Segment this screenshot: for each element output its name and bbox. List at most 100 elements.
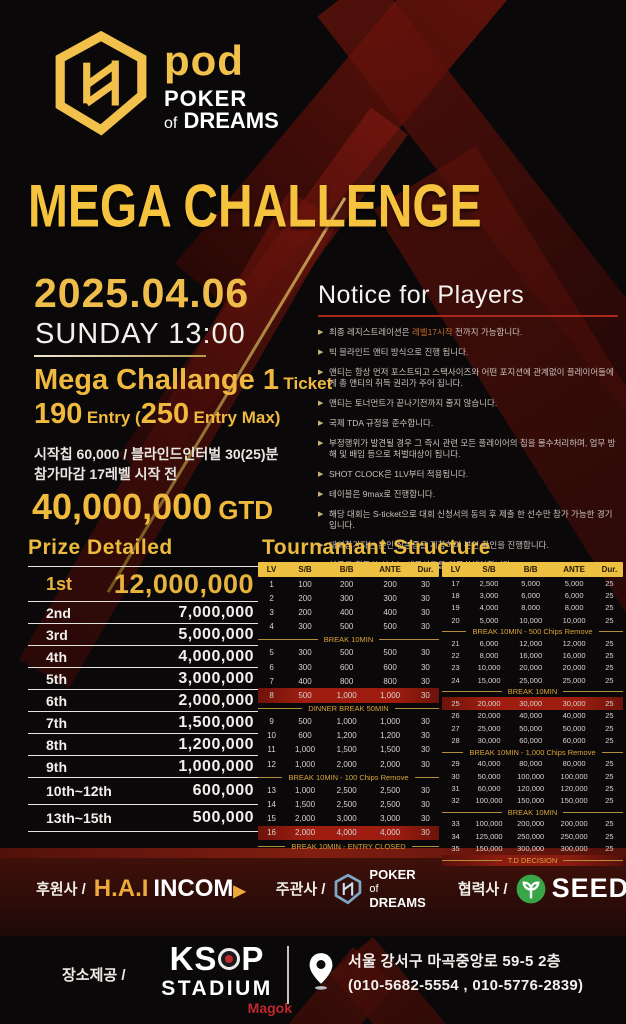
structure-cell: 22 xyxy=(451,651,460,661)
structure-level-row: 10 600 1,200 1,200 30 xyxy=(258,729,439,743)
structure-cell: 4,000 xyxy=(336,828,357,838)
structure-cell: 150,000 xyxy=(475,843,503,853)
structure-cell: 2,000 xyxy=(380,759,401,769)
prize-place: 3rd xyxy=(46,626,68,643)
prize-row: 9th 1,000,000 xyxy=(28,755,258,777)
structure-cell: 60,000 xyxy=(477,783,501,793)
structure-cell: 12 xyxy=(267,759,277,769)
structure-cell: 10,000 xyxy=(562,615,586,625)
page-title: MEGA CHALLENGE xyxy=(28,171,482,240)
structure-cell: 20 xyxy=(451,615,460,625)
prize-row: 6th 2,000,000 xyxy=(28,689,258,711)
partner-item: 협력사 / SEEDKET xyxy=(458,873,626,904)
structure-level-row: 9 500 1,000 1,000 30 xyxy=(258,715,439,729)
structure-cell: 30,000 xyxy=(562,699,586,709)
structure-cell: 50,000 xyxy=(562,723,586,733)
structure-cell: 2,500 xyxy=(336,785,357,795)
structure-header-cell: ANTE xyxy=(563,565,585,574)
notice-item: ▶ 부정행위가 발견될 경우 그 즉시 관련 모든 플레이어의 칩을 몰수처리하며… xyxy=(318,438,618,460)
address-line2: (010-5682-5554 , 010-5776-2839) xyxy=(348,977,584,994)
break-line xyxy=(258,639,318,641)
organizer-name: POKER of DREAMS xyxy=(369,867,426,910)
structure-cell: 3,000 xyxy=(336,814,357,824)
structure-cell: 4,000 xyxy=(479,603,499,613)
structure-level-row: 19 4,000 8,000 8,000 25 xyxy=(442,602,623,614)
structure-cell: 12,000 xyxy=(562,638,586,648)
structure-cell: 32 xyxy=(451,796,460,806)
structure-cell: 300,000 xyxy=(560,843,588,853)
structure-level-row: 1 100 200 200 30 xyxy=(258,577,439,591)
structure-level-row: 25 20,000 30,000 30,000 25 xyxy=(442,697,623,710)
prize-place: 6th xyxy=(46,692,67,709)
structure-break-row: DINNER BREAK 50MIN xyxy=(258,703,439,715)
structure-cell: 25 xyxy=(605,711,614,721)
entry-line: 190 Entry (250 Entry Max) xyxy=(34,398,281,430)
structure-cell: 33 xyxy=(451,819,460,829)
structure-cell: 200,000 xyxy=(517,819,545,829)
structure-cell: 500 xyxy=(339,622,354,632)
sponsor-row: 후원사 / H.A.I INCOM▶ 주관사 / POKER of DREAMS 협… xyxy=(0,868,626,909)
structure-level-row: 18 3,000 6,000 6,000 25 xyxy=(442,589,623,601)
event-day-time: SUNDAY 13:00 xyxy=(35,318,246,350)
structure-cell: 1,000 xyxy=(295,785,316,795)
notice-text: 국제 TDA 규정을 준수합니다. xyxy=(329,418,434,428)
prize-row: 8th 1,200,000 xyxy=(28,733,258,755)
structure-cell: 300 xyxy=(383,593,397,603)
structure-cell: 120,000 xyxy=(517,783,545,793)
structure-level-row: 20 5,000 10,000 10,000 25 xyxy=(442,614,623,626)
structure-cell: 1,200 xyxy=(336,731,357,741)
structure-cell: 500 xyxy=(339,648,354,658)
structure-cell: 23 xyxy=(451,663,460,673)
structure-cell: 25 xyxy=(605,638,614,648)
divider xyxy=(287,946,289,1004)
structure-cell: 6,000 xyxy=(479,638,499,648)
structure-level-row: 24 15,000 25,000 25,000 25 xyxy=(442,674,623,686)
structure-cell: 3 xyxy=(269,607,274,617)
structure-level-row: 23 10,000 20,000 20,000 25 xyxy=(442,662,623,674)
prize-row: 7th 1,500,000 xyxy=(28,711,258,733)
notice-text: 테이블은 9max로 진행합니다. xyxy=(329,489,436,499)
notice-item: ▶ 대회참가자는 본인 신분증을 지참하며 본인 확인을 진행합니다. xyxy=(318,540,618,551)
structure-cell: 300 xyxy=(298,662,312,672)
structure-cell: 100,000 xyxy=(517,771,545,781)
structure-cell: 120,000 xyxy=(560,783,588,793)
structure-cell: 31 xyxy=(451,783,460,793)
structure-level-row: 32 100,000 150,000 150,000 25 xyxy=(442,794,623,806)
structure-cell: 600 xyxy=(339,662,354,672)
brand-poker: POKER xyxy=(164,86,248,111)
structure-cell: 400 xyxy=(339,607,354,617)
structure-level-row: 11 1,000 1,500 1,500 30 xyxy=(258,743,439,757)
structure-cell: 100,000 xyxy=(475,796,503,806)
sponsor-role: 후원사 / xyxy=(36,881,86,898)
structure-break-row: BREAK 10MIN xyxy=(258,634,440,646)
structure-table-left: LV S/B B/B ANTE Dur. 1 100 200 200 30 2 200 300 300 30… xyxy=(258,562,440,852)
structure-cell: 30 xyxy=(420,607,430,617)
notice-item: ▶ 앤티는 토너먼트가 끝나기전까지 줄지 않습니다. xyxy=(318,398,618,409)
structure-level-row: 16 2,000 4,000 4,000 30 xyxy=(258,825,439,840)
notice-text: 빅 블라인드 앤티 방식으로 진행 됩니다. xyxy=(329,347,469,357)
structure-cell: 25 xyxy=(605,723,614,733)
structure-cell: 2,500 xyxy=(479,578,499,588)
structure-cell: 14 xyxy=(267,800,277,810)
structure-cell: 400 xyxy=(298,676,312,686)
structure-cell: 16,000 xyxy=(519,651,543,661)
structure-cell: 25 xyxy=(605,759,614,769)
organizer-item: 주관사 / POKER of DREAMS xyxy=(276,868,430,909)
structure-cell: 6,000 xyxy=(564,590,584,600)
venue-address: 서울 강서구 마곡중앙로 59-5 2층 (010-5682-5554 , 01… xyxy=(348,950,583,998)
prize-place: 8th xyxy=(46,736,67,753)
structure-cell: 800 xyxy=(383,676,397,686)
structure-cell: 25,000 xyxy=(562,675,586,685)
break-line xyxy=(442,631,467,633)
structure-cell: 29 xyxy=(451,759,460,769)
structure-cell: 200 xyxy=(383,579,397,589)
structure-cell: 20,000 xyxy=(477,711,501,721)
notice-text: 앤티는 항상 먼저 포스트되고 스택사이즈와 어떤 포지션에 관계없이 플레이어… xyxy=(329,367,614,388)
prize-amount: 2,000,000 xyxy=(178,691,254,709)
prize-amount: 3,000,000 xyxy=(178,669,254,687)
partner-role: 협력사 / xyxy=(457,881,508,898)
notice-item: ▶ 국제 TDA 규정을 준수합니다. xyxy=(318,418,618,429)
structure-cell: 25 xyxy=(605,735,614,745)
structure-cell: 25 xyxy=(605,843,614,853)
